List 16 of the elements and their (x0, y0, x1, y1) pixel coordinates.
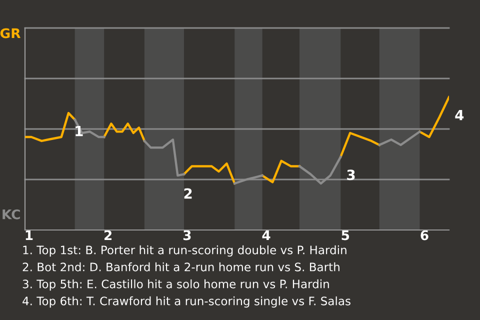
x-tick-label: 2 (104, 230, 112, 240)
x-tick-label: 3 (183, 230, 191, 240)
text: KC (2, 209, 20, 220)
annotation: 1 (76, 126, 83, 136)
text: 1. Top 1st: B. Porter hit a run-scoring double vs P. Hardin (23, 245, 346, 257)
x-tick-label: 1 (26, 230, 33, 240)
annotation: 3 (347, 170, 355, 180)
text: 2. Bot 2nd: D. Banford hit a 2-run home run vs S. Barth (22, 262, 340, 272)
x-tick-label: 4 (262, 230, 270, 240)
annotation: 4 (455, 110, 464, 120)
text: 3. Top 5th: E. Castillo hit a solo home run vs P. Hardin (22, 279, 329, 291)
annotation: 2 (184, 188, 192, 199)
text: GR (0, 28, 20, 38)
x-tick-label: 5 (342, 230, 350, 240)
text: 4. Top 6th: T. Crawford hit a run-scoring single vs F. Salas (22, 296, 350, 308)
x-tick-label: 6 (420, 230, 428, 240)
